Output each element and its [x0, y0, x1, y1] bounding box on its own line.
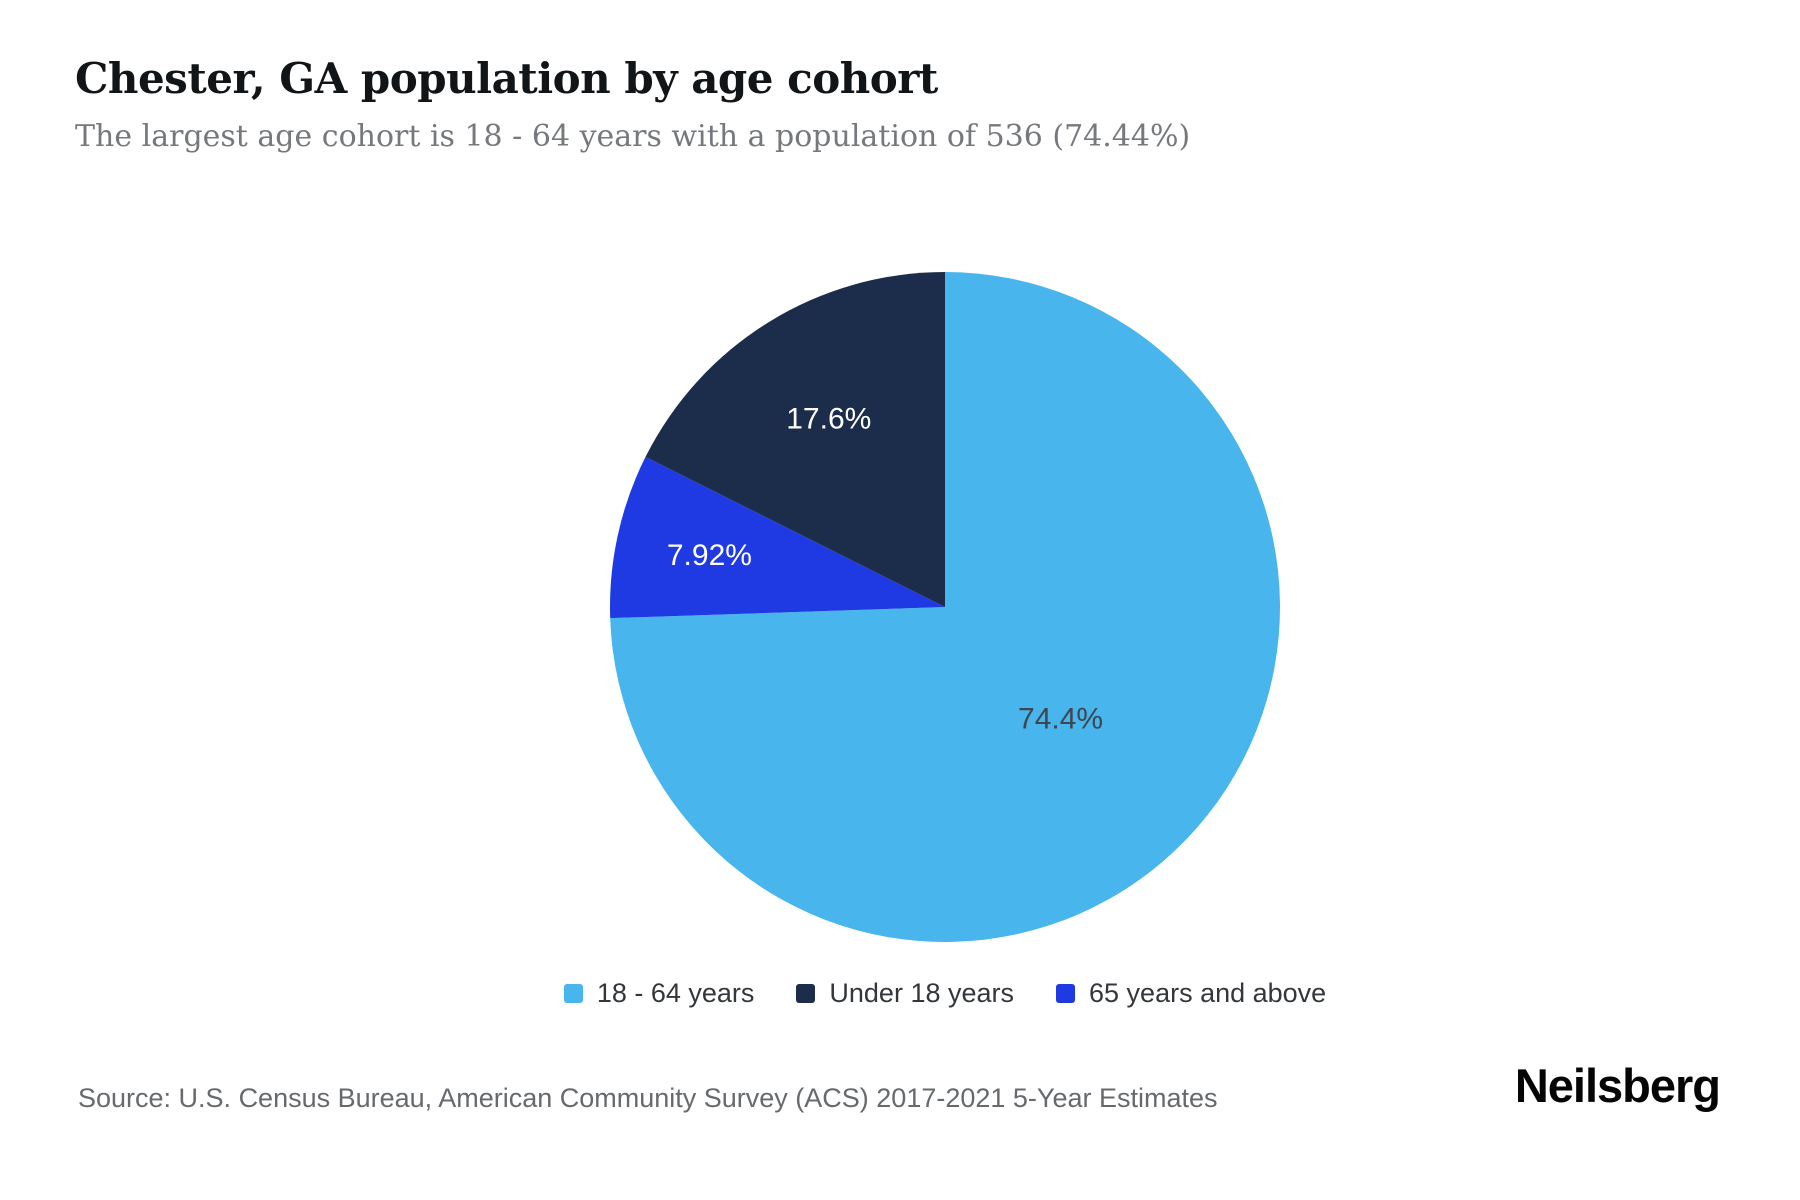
legend-swatch-icon [563, 984, 583, 1003]
legend-label: 18 - 64 years [596, 978, 755, 1008]
pie-slice-18-64-years[interactable] [610, 272, 1281, 943]
legend-label: 65 years and above [1089, 978, 1327, 1008]
legend-item-18-64-years[interactable]: 18 - 64 years [563, 978, 755, 1009]
source-attribution: Source: U.S. Census Bureau, American Com… [78, 1083, 1218, 1113]
legend-swatch-icon [1056, 984, 1076, 1003]
legend-label: Under 18 years [829, 978, 1015, 1008]
page-subtitle: The largest age cohort is 18 - 64 years … [75, 119, 1191, 154]
pie-slice-under-18-years[interactable] [645, 272, 946, 607]
legend-item-65-years-and-above[interactable]: 65 years and above [1056, 978, 1326, 1009]
pie-slice-percent-label: 74.4% [1018, 702, 1103, 735]
pie-slice-65-years-and-above[interactable] [610, 456, 945, 619]
pie-chart: 74.4% 7.92% 17.6% [610, 272, 1281, 943]
neilsberg-logo: Neilsberg [1514, 1059, 1721, 1112]
legend-item-under-18-years[interactable]: Under 18 years [796, 978, 1014, 1009]
pie-slice-percent-label: 7.92% [667, 539, 752, 572]
chart-legend: 18 - 64 years Under 18 years 65 years and … [563, 978, 1326, 1009]
page-title: Chester, GA population by age cohort [75, 54, 938, 103]
pie-slice-percent-label: 17.6% [786, 402, 871, 435]
legend-swatch-icon [796, 984, 816, 1003]
